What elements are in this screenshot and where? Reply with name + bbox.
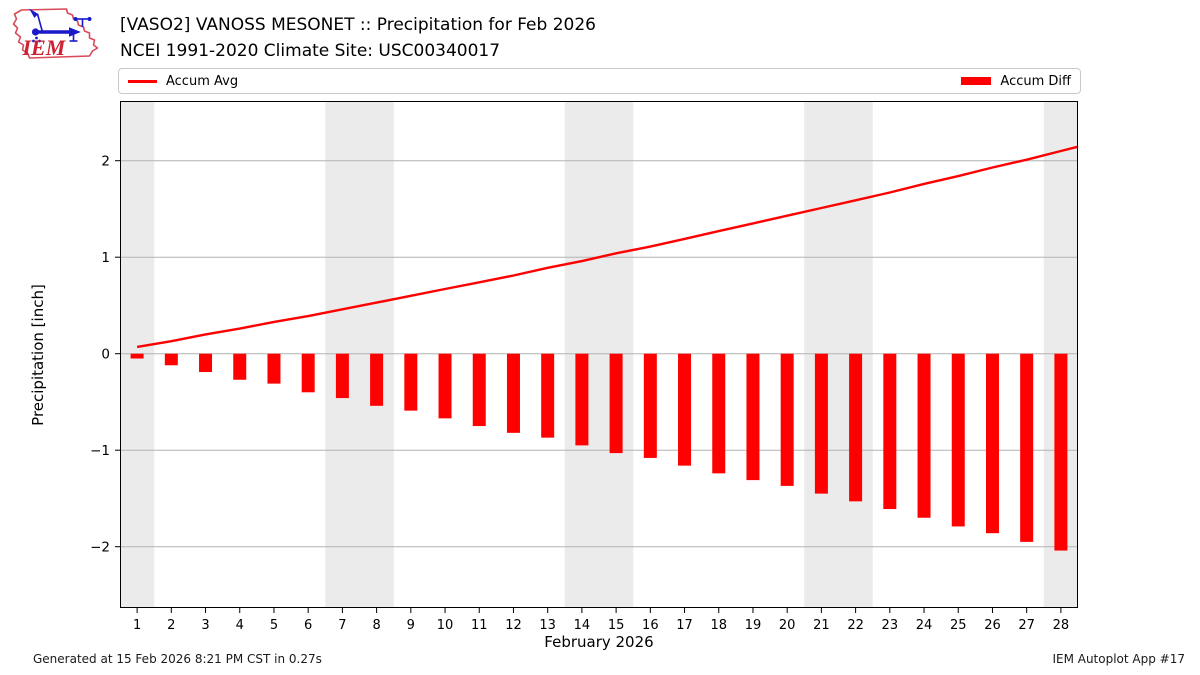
accum-diff-bar xyxy=(712,353,726,474)
y-tick-label: −1 xyxy=(90,443,110,459)
accum-diff-bar xyxy=(1020,353,1034,542)
x-tick-label: 7 xyxy=(338,618,346,633)
accum-diff-bar xyxy=(267,353,281,384)
accum-avg-line-swatch xyxy=(128,79,157,83)
accum-diff-bar xyxy=(746,353,760,481)
x-tick-label: 15 xyxy=(608,618,625,633)
y-axis-ticks: 2 1 0 −1 −2 xyxy=(90,154,120,556)
x-tick-label: 27 xyxy=(1018,618,1035,633)
plot-area: 1 2 3 4 5 6 7 8 9 10 11 12 13 14 15 16 17 18 19 20 21 22 23 24 2… xyxy=(90,101,1079,633)
accum-diff-bar xyxy=(404,353,418,411)
accum-diff-bar xyxy=(575,353,589,446)
x-tick-label: 21 xyxy=(813,618,830,633)
page-title: [VASO2] VANOSS MESONET :: Precipitation … xyxy=(120,15,596,35)
x-tick-label: 1 xyxy=(133,618,141,633)
accum-diff-bars xyxy=(130,353,1068,551)
accum-diff-bar xyxy=(301,353,315,393)
y-axis-label: Precipitation [inch] xyxy=(29,284,47,426)
accum-diff-bar xyxy=(814,353,828,494)
x-tick-label: 26 xyxy=(984,618,1001,633)
x-tick-label: 10 xyxy=(437,618,454,633)
iem-logo: IEM xyxy=(12,8,99,60)
x-tick-label: 14 xyxy=(574,618,591,633)
accum-diff-label: Accum Diff xyxy=(1000,73,1071,89)
x-tick-label: 2 xyxy=(167,618,175,633)
x-tick-label: 24 xyxy=(916,618,933,633)
legend-accum-diff: Accum Diff xyxy=(961,74,1071,89)
x-tick-label: 3 xyxy=(201,618,209,633)
x-tick-label: 28 xyxy=(1053,618,1070,633)
accum-diff-bar xyxy=(609,353,623,454)
accum-diff-bar xyxy=(1054,353,1068,551)
accum-diff-bar xyxy=(917,353,931,518)
weather-station-icon xyxy=(29,8,92,43)
x-tick-label: 18 xyxy=(710,618,727,633)
x-tick-label: 22 xyxy=(847,618,864,633)
accum-diff-bar xyxy=(883,353,897,510)
accum-diff-bar-swatch xyxy=(961,77,992,85)
accum-diff-bar xyxy=(370,353,384,406)
x-tick-label: 12 xyxy=(505,618,522,633)
accum-diff-bar xyxy=(849,353,863,502)
accum-diff-bar xyxy=(678,353,692,466)
x-axis-label: February 2026 xyxy=(544,633,654,651)
x-tick-label: 9 xyxy=(407,618,415,633)
accum-diff-bar xyxy=(643,353,657,458)
y-tick-label: 2 xyxy=(101,154,110,170)
weekend-band xyxy=(804,101,873,608)
chart-legend: Accum Avg Accum Diff xyxy=(118,68,1081,94)
x-tick-label: 6 xyxy=(304,618,312,633)
accum-diff-bar xyxy=(164,353,178,366)
x-tick-label: 20 xyxy=(779,618,796,633)
accum-diff-bar xyxy=(130,353,144,359)
accum-diff-bar xyxy=(199,353,213,373)
accum-diff-bar xyxy=(438,353,452,419)
weekend-band xyxy=(564,101,634,608)
generated-timestamp: Generated at 15 Feb 2026 8:21 PM CST in … xyxy=(33,652,322,666)
x-tick-label: 4 xyxy=(236,618,244,633)
iem-logo-text: IEM xyxy=(22,35,67,60)
plot-frame xyxy=(120,101,1078,608)
x-axis-ticks: 1 2 3 4 5 6 7 8 9 10 11 12 13 14 15 16 17 18 19 20 21 22 23 24 2… xyxy=(133,608,1069,633)
accum-diff-bar xyxy=(951,353,965,527)
x-tick-label: 11 xyxy=(471,618,488,633)
y-tick-label: −2 xyxy=(90,540,110,556)
weekend-band xyxy=(325,101,394,608)
y-tick-label: 1 xyxy=(101,250,110,266)
precipitation-chart: 1 2 3 4 5 6 7 8 9 10 11 12 13 14 15 16 17 18 19 20 21 22 23 24 2… xyxy=(90,101,1079,633)
legend-accum-avg: Accum Avg xyxy=(128,74,238,89)
x-tick-label: 23 xyxy=(882,618,899,633)
page-subtitle: NCEI 1991-2020 Climate Site: USC00340017 xyxy=(120,41,501,61)
app-credit: IEM Autoplot App #17 xyxy=(1052,652,1185,666)
accum-diff-bar xyxy=(472,353,486,427)
accum-diff-bar xyxy=(335,353,349,399)
accum-diff-bar xyxy=(985,353,999,534)
x-tick-label: 13 xyxy=(539,618,556,633)
x-tick-label: 17 xyxy=(676,618,693,633)
accum-diff-bar xyxy=(541,353,555,438)
x-tick-label: 16 xyxy=(642,618,659,633)
x-tick-label: 5 xyxy=(270,618,278,633)
accum-diff-bar xyxy=(233,353,247,380)
accum-diff-bar xyxy=(780,353,794,486)
x-tick-label: 25 xyxy=(950,618,967,633)
x-tick-label: 8 xyxy=(372,618,380,633)
x-tick-label: 19 xyxy=(745,618,762,633)
accum-diff-bar xyxy=(506,353,520,433)
accum-avg-label: Accum Avg xyxy=(166,73,239,89)
accum-avg-line xyxy=(136,145,1079,349)
weekend-bands xyxy=(120,101,1078,608)
y-tick-label: 0 xyxy=(101,347,110,363)
